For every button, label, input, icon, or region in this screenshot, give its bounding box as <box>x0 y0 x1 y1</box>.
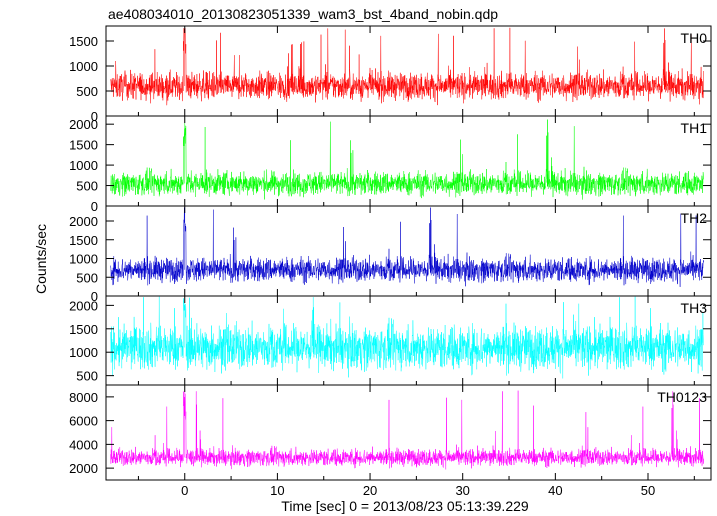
y-tick-label: 1500 <box>69 233 98 248</box>
x-axis: 0 10 20 30 40 50 <box>181 483 655 498</box>
y-tick-label: 8000 <box>69 390 98 405</box>
panel-label-th2: TH2 <box>681 210 708 226</box>
y-tick-label: 1000 <box>69 345 98 360</box>
y-tick-label: 1000 <box>69 252 98 267</box>
y-tick-label: 1500 <box>69 322 98 337</box>
panel-th0123: 2000 4000 6000 8000 TH0123 <box>69 384 712 481</box>
y-tick-label: 1500 <box>69 138 98 153</box>
y-tick-label: 1500 <box>69 34 98 49</box>
panels: 0 500 1000 1500 TH0 0 500 1000 1500 2000 TH1 0 500 10… <box>69 25 712 481</box>
y-tick-label: 6000 <box>69 414 98 429</box>
x-tick-label: 40 <box>548 483 562 498</box>
x-axis-label: Time [sec] 0 = 2013/08/23 05:13:39.229 <box>281 498 529 514</box>
y-tick-label: 2000 <box>69 298 98 313</box>
y-tick-label: 1000 <box>69 158 98 173</box>
series-line-th0 <box>110 27 704 106</box>
panel-th3: 500 1000 1500 2000 TH3 <box>69 295 712 386</box>
y-tick-label: 500 <box>76 270 98 285</box>
panel-label-th0123: TH0123 <box>657 389 707 405</box>
panel-th1: 0 500 1000 1500 2000 TH1 <box>69 115 712 214</box>
x-tick-label: 0 <box>181 483 188 498</box>
series-line-th1 <box>110 118 704 200</box>
panel-label-th3: TH3 <box>681 300 708 316</box>
x-tick-label: 10 <box>270 483 284 498</box>
panel-label-th1: TH1 <box>681 120 708 136</box>
y-axis-label: Counts/sec <box>33 224 49 294</box>
panel-th2: 0 500 1000 1500 2000 TH2 <box>69 205 712 304</box>
series-line-th3 <box>110 296 704 379</box>
y-tick-label: 1000 <box>69 59 98 74</box>
panel-frame <box>105 384 712 481</box>
panel-label-th0: TH0 <box>681 30 708 46</box>
y-tick-label: 2000 <box>69 461 98 476</box>
y-tick-label: 500 <box>76 369 98 384</box>
y-tick-label: 500 <box>76 179 98 194</box>
x-tick-label: 50 <box>641 483 655 498</box>
series-line-th2 <box>110 206 704 287</box>
y-tick-label: 4000 <box>69 437 98 452</box>
y-tick-label: 0 <box>91 199 98 214</box>
x-tick-label: 20 <box>363 483 377 498</box>
panel-frame <box>105 25 712 117</box>
y-tick-label: 0 <box>91 289 98 304</box>
chart-title: ae408034010_20130823051339_wam3_bst_4ban… <box>108 6 498 22</box>
y-tick-label: 500 <box>76 84 98 99</box>
y-tick-label: 0 <box>91 109 98 124</box>
panel-th0: 0 500 1000 1500 TH0 <box>69 25 712 124</box>
y-tick-label: 2000 <box>69 214 98 229</box>
y-tick-label: 2000 <box>69 117 98 132</box>
x-tick-label: 30 <box>455 483 469 498</box>
series-line-th0123 <box>110 389 704 470</box>
panel-frame <box>105 205 712 297</box>
